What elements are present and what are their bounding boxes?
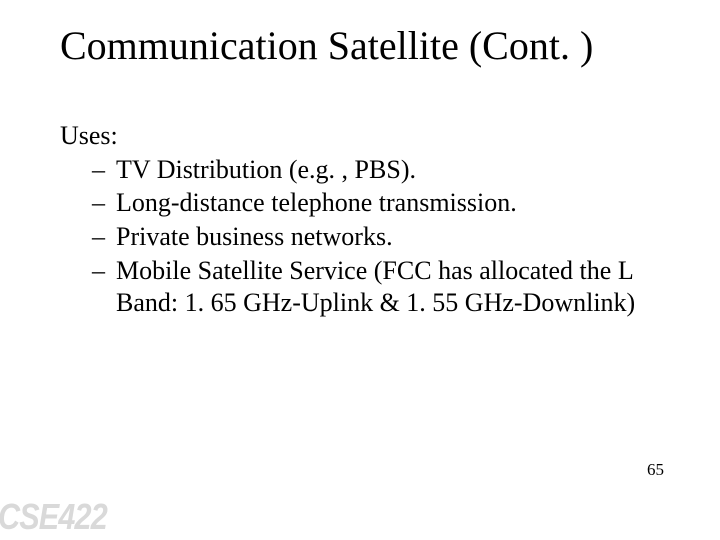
page-number: 65 [647,460,664,480]
slide-title: Communication Satellite (Cont. ) [60,22,593,69]
list-item: –Long-distance telephone transmission. [60,187,670,219]
body-lead: Uses: [60,120,670,152]
dash-icon: – [92,187,116,219]
list-item: –Private business networks. [60,221,670,253]
slide-body: Uses: –TV Distribution (e.g. , PBS). –Lo… [60,120,670,320]
dash-icon: – [92,221,116,253]
dash-icon: – [92,154,116,186]
list-item-text: Private business networks. [116,222,393,251]
list-item: –TV Distribution (e.g. , PBS). [60,154,670,186]
slide: Communication Satellite (Cont. ) Uses: –… [0,0,720,540]
list-item-text: Long-distance telephone transmission. [116,188,517,217]
list-item-text: TV Distribution (e.g. , PBS). [116,155,416,184]
dash-icon: – [92,255,116,287]
course-watermark: CSE422 [0,496,107,538]
list-item: –Mobile Satellite Service (FCC has alloc… [60,255,670,318]
list-item-text: Mobile Satellite Service (FCC has alloca… [116,256,635,317]
